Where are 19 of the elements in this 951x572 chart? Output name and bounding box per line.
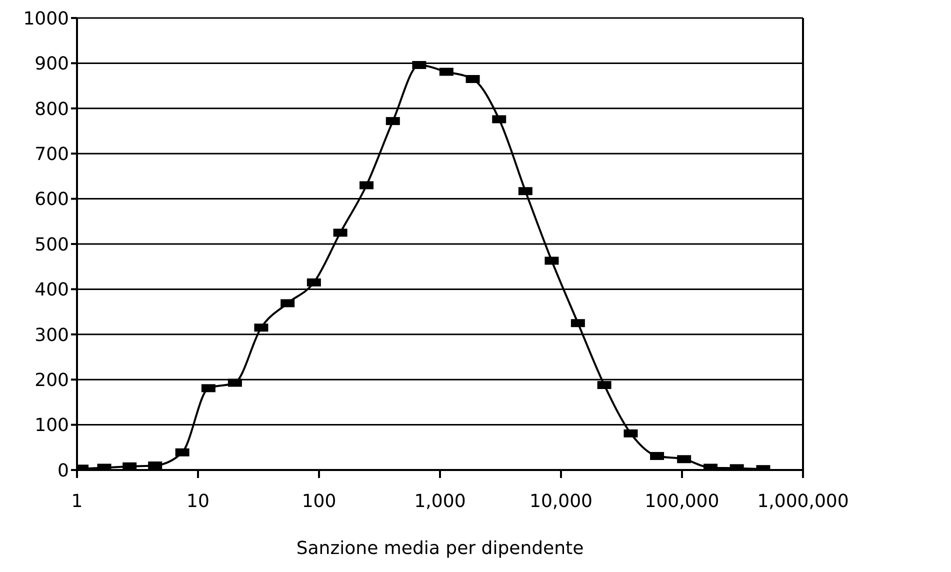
y-tick-label: 1000 (23, 8, 69, 30)
y-tick-label: 700 (34, 144, 69, 165)
y-tick-label: 0 (58, 460, 69, 482)
y-tick-label: 900 (34, 54, 69, 75)
x-tick-label: 1 (71, 490, 83, 512)
x-tick-label: 1,000 (414, 490, 466, 512)
x-tick-label: 100,000 (644, 490, 720, 512)
y-tick-label: 800 (34, 98, 69, 120)
x-tick-label: 1,000,000 (757, 490, 849, 512)
y-tick-label: 500 (34, 234, 69, 256)
y-tick-label: 600 (34, 189, 69, 210)
x-axis-title: Sanzione media per dipendente (296, 538, 584, 559)
y-tick-label: 400 (34, 280, 69, 301)
x-tick-label: 10 (186, 490, 210, 512)
x-tick-label: 100 (302, 490, 336, 512)
x-tick-label: 10,000 (530, 490, 592, 512)
y-tick-label: 300 (34, 324, 69, 346)
y-tick-label: 200 (34, 370, 69, 391)
y-tick-label: 100 (34, 415, 69, 436)
